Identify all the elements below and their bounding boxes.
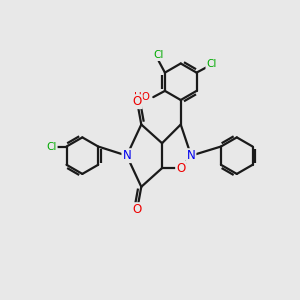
Text: Cl: Cl xyxy=(46,142,57,152)
Text: Cl: Cl xyxy=(154,50,164,60)
Text: N: N xyxy=(122,149,131,162)
Text: HO: HO xyxy=(134,92,150,102)
Text: Cl: Cl xyxy=(206,59,217,69)
Text: O: O xyxy=(133,95,142,108)
Text: N: N xyxy=(187,149,196,162)
Text: O: O xyxy=(133,203,142,216)
Text: O: O xyxy=(176,162,185,175)
